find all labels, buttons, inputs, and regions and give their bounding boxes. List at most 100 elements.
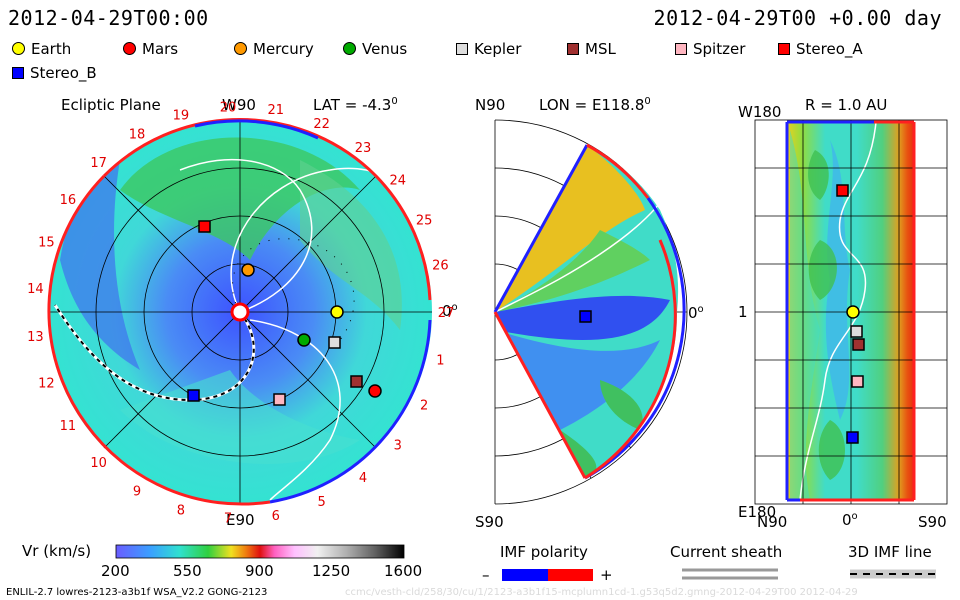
meridional-ring-red [586,143,650,199]
legend-label: Stereo_B [30,64,97,82]
imf-minus-label: – [482,566,490,584]
current-sheath-title: Current sheath [670,543,783,561]
rotation-label: 16 [60,193,77,208]
latlon-spitzer-marker [851,375,864,388]
legend-label: Mars [142,40,179,58]
mer-zero-value: 0 [688,304,698,322]
ecliptic-white-contours [179,158,431,501]
rotation-label: 1 [436,354,444,369]
rotation-label: 3 [394,438,402,453]
run-id-footer: ccmc/vesth-cld/258/30/cu/1/2123-a3b1f15-… [345,587,858,598]
latlon-msl-marker [852,338,865,351]
latlon-mid-label: 1 [738,303,748,321]
rotation-label: 12 [38,377,55,392]
venus-marker [297,333,311,347]
legend-item-kepler: Kepler [456,40,521,58]
meridional-edge-top [493,144,589,313]
latlon-structures [790,130,850,500]
rotation-label: 23 [355,141,372,156]
meridional-lon-label: LON = E118.80 [539,96,651,114]
legend-swatch [675,43,687,55]
latlon-e180-label: E180 [738,503,777,521]
ecliptic-lat-label: LAT = -4.30 [313,96,398,114]
legend-label: Stereo_A [796,40,863,58]
meridional-edge-bottom [493,311,587,479]
rotation-label: 27 [438,306,455,321]
ecliptic-polarity-ring-blue2 [269,319,432,504]
legend-swatch [778,43,790,55]
rotation-label: 25 [416,214,433,229]
rotation-label: 13 [27,330,44,345]
zero-value: 0 [442,302,452,320]
meridional-zero-label: 0o [688,304,704,322]
colorbar-tick-label: 200 [101,562,130,580]
lat-value: LAT = -4.3 [313,96,392,114]
imf-polarity-title: IMF polarity [500,543,588,561]
latlon-earth-marker [846,305,860,319]
legend-swatch [343,42,356,55]
meridional-n90-label: N90 [475,96,506,114]
ecliptic-objects [187,220,382,406]
latlon-kepler-marker [850,325,863,338]
latlon-zero-value: 0 [842,511,852,529]
colorbar-tick-label: 900 [245,562,274,580]
rotation-label: 24 [390,174,407,189]
rotation-label: 21 [268,103,285,118]
current-sheath-sample [682,568,778,580]
msl-marker [350,375,363,388]
mars-marker [368,384,382,398]
rotation-label: 15 [38,236,55,251]
legend-swatch [123,42,136,55]
legend-swatch [567,43,579,55]
date-offset-label: 2012-04-29T00 +0.00 day [653,6,942,30]
rotation-label: 26 [432,259,449,274]
legend-label: Spitzer [693,40,746,58]
rotation-label: 4 [359,471,367,486]
rotation-label: 6 [272,509,280,524]
rotation-label: 22 [313,117,330,132]
meridional-stereo-b-marker [579,310,592,323]
latlon-zero-label: 0o [842,511,858,529]
colorbar-tick-label: 550 [173,562,202,580]
legend-label: Kepler [474,40,522,58]
latlon-w180-label: W180 [738,103,782,121]
legend-label: Earth [31,40,72,58]
lon-value: LON = E118.8 [539,96,645,114]
legend-swatch [456,43,468,55]
kepler-marker [328,336,341,349]
meridional-ring-red2 [584,239,677,480]
legend-label: MSL [585,40,616,58]
earth-marker [330,305,344,319]
sun-marker [230,302,250,322]
model-info-footer: ENLIL-2.7 lowres-2123-a3b1f WSA_V2.2 GON… [6,587,268,598]
legend-label: Mercury [253,40,314,58]
latlon-contour [799,121,877,501]
latlon-s90-label: S90 [918,513,947,531]
ecliptic-e90-label: E90 [226,511,255,529]
latlon-plot [754,119,948,505]
rotation-label: 8 [177,503,185,518]
ecliptic-title: Ecliptic Plane [61,96,161,114]
legend-item-stereo-a: Stereo_A [778,40,863,58]
colorbar-label: Vr (km/s) [22,542,92,560]
ecliptic-w90-label: W90 [222,96,256,114]
rotation-label: 10 [90,456,107,471]
legend-swatch [234,42,247,55]
ecliptic-polarity-ring-neg [47,174,271,506]
meridional-contour [494,199,663,313]
velocity-colorbar [115,544,405,559]
rotation-label: 9 [133,484,141,499]
latlon-n90-label: N90 [757,513,788,531]
meridional-s90-label: S90 [475,513,504,531]
legend-label: Venus [362,40,408,58]
date-time-label: 2012-04-29T00:00 [8,6,209,30]
rotation-label: 19 [173,109,190,124]
rotation-label: 7 [224,512,232,527]
legend-item-spitzer: Spitzer [675,40,745,58]
meridional-plane-plot [493,119,688,505]
stereo-a-marker [198,220,211,233]
